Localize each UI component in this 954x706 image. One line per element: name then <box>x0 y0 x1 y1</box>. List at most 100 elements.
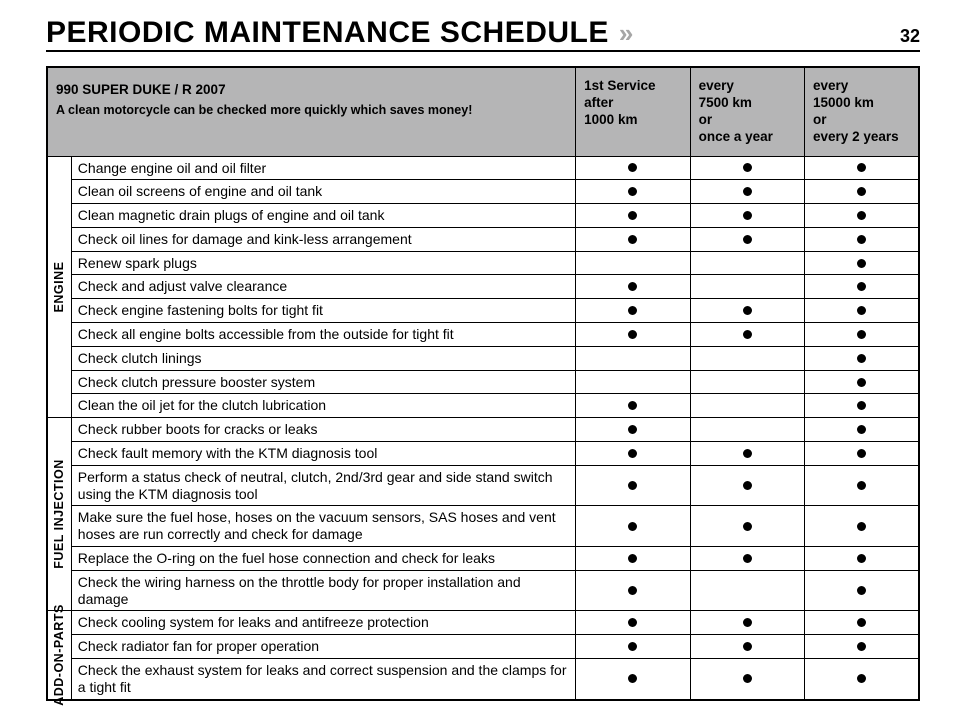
task-cell: Check the exhaust system for leaks and c… <box>71 659 575 700</box>
table-row: Replace the O-ring on the fuel hose conn… <box>47 547 919 571</box>
mark-cell <box>576 418 690 442</box>
bullet-icon <box>743 163 752 172</box>
bullet-icon <box>628 163 637 172</box>
bullet-icon <box>743 522 752 531</box>
mark-cell <box>690 465 804 506</box>
mark-cell <box>805 611 919 635</box>
bullet-icon <box>857 282 866 291</box>
bullet-icon <box>743 330 752 339</box>
bullet-icon <box>857 586 866 595</box>
bullet-icon <box>857 425 866 434</box>
bullet-icon <box>628 674 637 683</box>
bullet-icon <box>743 235 752 244</box>
header-col-2-text: every7500 kmoronce a year <box>699 78 773 144</box>
table-row: Check clutch pressure booster system <box>47 370 919 394</box>
page-title: PERIODIC MAINTENANCE SCHEDULE <box>46 16 609 50</box>
bullet-icon <box>857 522 866 531</box>
table-row: Clean magnetic drain plugs of engine and… <box>47 204 919 228</box>
mark-cell <box>576 465 690 506</box>
category-label: FUEL INJECTION <box>52 460 66 570</box>
header-model-cell: 990 SUPER DUKE / R 2007 A clean motorcyc… <box>47 67 576 156</box>
mark-cell <box>805 346 919 370</box>
mark-cell <box>805 506 919 547</box>
table-row: Check fault memory with the KTM diagnosi… <box>47 442 919 466</box>
task-cell: Change engine oil and oil filter <box>71 156 575 180</box>
bullet-icon <box>628 554 637 563</box>
bullet-icon <box>743 187 752 196</box>
mark-cell <box>576 570 690 611</box>
mark-cell <box>576 346 690 370</box>
mark-cell <box>576 227 690 251</box>
task-cell: Renew spark plugs <box>71 251 575 275</box>
table-row: Make sure the fuel hose, hoses on the va… <box>47 506 919 547</box>
task-cell: Check the wiring harness on the throttle… <box>71 570 575 611</box>
maintenance-table: 990 SUPER DUKE / R 2007 A clean motorcyc… <box>46 66 920 701</box>
mark-cell <box>576 323 690 347</box>
mark-cell <box>805 547 919 571</box>
task-cell: Perform a status check of neutral, clutc… <box>71 465 575 506</box>
task-cell: Check fault memory with the KTM diagnosi… <box>71 442 575 466</box>
bullet-icon <box>857 481 866 490</box>
category-cell: ENGINE <box>47 156 71 418</box>
mark-cell <box>690 418 804 442</box>
bullet-icon <box>857 211 866 220</box>
bullet-icon <box>628 481 637 490</box>
table-row: Perform a status check of neutral, clutc… <box>47 465 919 506</box>
table-row: ADD-ON-PARTSCheck cooling system for lea… <box>47 611 919 635</box>
bullet-icon <box>857 618 866 627</box>
header-col-3: every15000 kmorevery 2 years <box>805 67 919 156</box>
mark-cell <box>690 394 804 418</box>
bullet-icon <box>628 282 637 291</box>
mark-cell <box>576 204 690 228</box>
bullet-icon <box>857 163 866 172</box>
task-cell: Check oil lines for damage and kink-less… <box>71 227 575 251</box>
header-col-1-text: 1st Serviceafter1000 km <box>584 78 655 127</box>
bullet-icon <box>857 642 866 651</box>
mark-cell <box>690 251 804 275</box>
category-label: ENGINE <box>52 261 66 312</box>
task-cell: Replace the O-ring on the fuel hose conn… <box>71 547 575 571</box>
bullet-icon <box>857 449 866 458</box>
task-cell: Check all engine bolts accessible from t… <box>71 323 575 347</box>
bullet-icon <box>857 354 866 363</box>
table-row: Check the exhaust system for leaks and c… <box>47 659 919 700</box>
bullet-icon <box>628 618 637 627</box>
bullet-icon <box>628 586 637 595</box>
header-col-3-text: every15000 kmorevery 2 years <box>813 78 899 144</box>
mark-cell <box>576 635 690 659</box>
mark-cell <box>576 156 690 180</box>
bullet-icon <box>628 425 637 434</box>
bullet-icon <box>743 481 752 490</box>
task-cell: Make sure the fuel hose, hoses on the va… <box>71 506 575 547</box>
task-cell: Check rubber boots for cracks or leaks <box>71 418 575 442</box>
mark-cell <box>576 659 690 700</box>
mark-cell <box>805 442 919 466</box>
table-row: Check engine fastening bolts for tight f… <box>47 299 919 323</box>
page-number: 32 <box>900 26 920 47</box>
bullet-icon <box>628 235 637 244</box>
bullet-icon <box>743 674 752 683</box>
bullet-icon <box>857 378 866 387</box>
bullet-icon <box>857 401 866 410</box>
model-subtitle: A clean motorcycle can be checked more q… <box>56 103 567 119</box>
bullet-icon <box>743 642 752 651</box>
mark-cell <box>805 180 919 204</box>
table-row: Check and adjust valve clearance <box>47 275 919 299</box>
task-cell: Clean the oil jet for the clutch lubrica… <box>71 394 575 418</box>
model-name: 990 SUPER DUKE / R 2007 <box>56 82 567 99</box>
task-cell: Check clutch linings <box>71 346 575 370</box>
bullet-icon <box>628 211 637 220</box>
table-row: Check oil lines for damage and kink-less… <box>47 227 919 251</box>
mark-cell <box>805 418 919 442</box>
table-body: ENGINEChange engine oil and oil filterCl… <box>47 156 919 700</box>
mark-cell <box>690 204 804 228</box>
mark-cell <box>576 275 690 299</box>
table-row: ENGINEChange engine oil and oil filter <box>47 156 919 180</box>
mark-cell <box>805 227 919 251</box>
task-cell: Check cooling system for leaks and antif… <box>71 611 575 635</box>
table-row: Clean the oil jet for the clutch lubrica… <box>47 394 919 418</box>
mark-cell <box>576 394 690 418</box>
bullet-icon <box>628 642 637 651</box>
table-row: Check the wiring harness on the throttle… <box>47 570 919 611</box>
mark-cell <box>576 442 690 466</box>
